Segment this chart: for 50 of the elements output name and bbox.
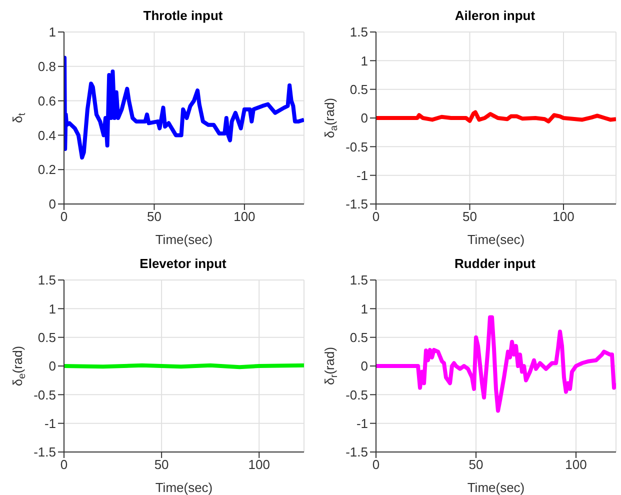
x-axis-title: Time(sec): [467, 232, 525, 247]
y-tick-label: 1.5: [350, 24, 368, 40]
x-axis-title: Time(sec): [467, 480, 525, 495]
x-tick-label: 0: [372, 209, 380, 224]
x-tick-label: 100: [248, 457, 270, 472]
y-tick-label: -1.5: [346, 444, 368, 460]
y-tick-label: -1: [44, 416, 56, 431]
chart-title: Aileron input: [454, 8, 536, 25]
y-tick-label: -1.5: [346, 196, 368, 212]
y-tick-label: 1.5: [38, 272, 56, 288]
y-tick-label: 1: [48, 24, 56, 40]
y-tick-label: -0.5: [346, 387, 368, 402]
x-tick-label: 50: [462, 209, 477, 224]
line-series: [376, 110, 616, 124]
y-tick-label: -0.5: [346, 139, 368, 154]
y-tick-label: 1: [360, 301, 368, 316]
y-tick-label: 0.8: [38, 59, 56, 74]
chart-title: Rudder input: [454, 256, 536, 273]
x-tick-label: 100: [565, 457, 587, 472]
y-tick-label: 1: [48, 301, 56, 316]
y-tick-label: 0: [48, 196, 56, 212]
x-tick-label: 0: [372, 457, 380, 472]
y-tick-label: 1: [360, 53, 368, 68]
y-tick-label: 0.2: [38, 162, 56, 178]
y-tick-label: 0.6: [38, 93, 56, 108]
y-tick-label: 0: [360, 358, 368, 374]
y-tick-label: 0.5: [38, 330, 56, 345]
x-axis-title: Time(sec): [155, 480, 213, 495]
y-tick-label: -1.5: [34, 444, 56, 460]
chart-title: Elevetor input: [138, 256, 228, 273]
y-tick-label: 1.5: [350, 272, 368, 288]
x-tick-label: 0: [60, 209, 68, 224]
x-tick-label: 100: [234, 209, 256, 224]
x-tick-label: 100: [552, 209, 574, 224]
x-tick-label: 50: [154, 457, 169, 472]
line-series: [64, 56, 304, 160]
x-tick-label: 0: [60, 457, 68, 472]
y-tick-label: -1: [356, 168, 368, 183]
x-tick-label: 50: [146, 209, 162, 224]
y-tick-label: 0.5: [350, 330, 368, 345]
line-series: [376, 315, 616, 413]
x-axis-title: Time(sec): [155, 232, 213, 247]
y-tick-label: 0: [360, 110, 368, 126]
y-tick-label: 0.5: [350, 82, 368, 97]
y-tick-label: -0.5: [34, 387, 56, 402]
y-tick-label: -1: [356, 416, 368, 431]
x-tick-label: 50: [468, 457, 484, 472]
chart-title: Throtle input: [142, 8, 224, 25]
y-tick-label: 0.4: [38, 128, 56, 143]
y-tick-label: 0: [48, 358, 56, 374]
